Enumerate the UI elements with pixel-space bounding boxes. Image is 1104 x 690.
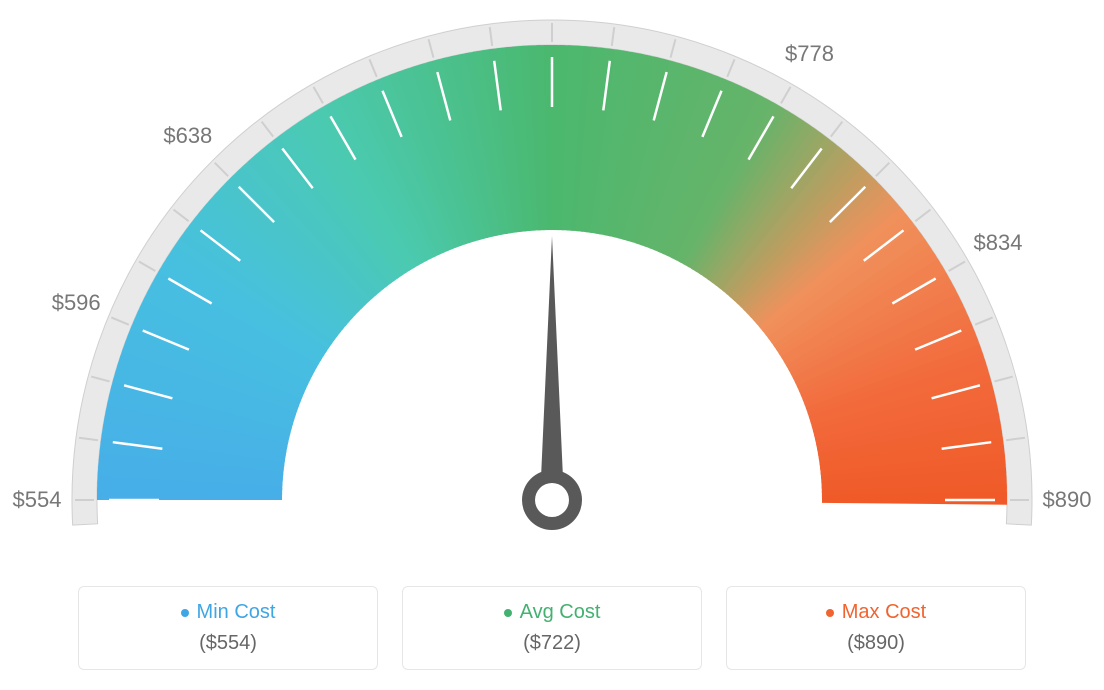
gauge-area: $554$596$638$722$778$834$890 (0, 0, 1104, 580)
gauge-tick-label: $834 (974, 230, 1023, 256)
legend-card-min: Min Cost ($554) (78, 586, 378, 670)
legend-label-avg: Avg Cost (520, 601, 601, 623)
legend-label-max: Max Cost (842, 601, 926, 623)
gauge-chart-container: $554$596$638$722$778$834$890 Min Cost ($… (0, 0, 1104, 690)
legend-card-max: Max Cost ($890) (726, 586, 1026, 670)
gauge-tick-label: $554 (13, 487, 62, 513)
legend-bullet-min (181, 609, 189, 617)
gauge-tick-label: $596 (52, 290, 101, 316)
legend-bullet-avg (504, 609, 512, 617)
legend-title-max: Max Cost (745, 601, 1007, 624)
gauge-tick-label: $638 (163, 123, 212, 149)
gauge-tick-label: $890 (1043, 487, 1092, 513)
legend-row: Min Cost ($554) Avg Cost ($722) Max Cost… (0, 586, 1104, 670)
legend-value-max: ($890) (745, 632, 1007, 655)
legend-title-avg: Avg Cost (421, 601, 683, 624)
legend-title-min: Min Cost (97, 601, 359, 624)
legend-bullet-max (826, 609, 834, 617)
gauge-tick-label: $778 (785, 41, 834, 67)
legend-card-avg: Avg Cost ($722) (402, 586, 702, 670)
gauge-svg (0, 0, 1104, 580)
legend-value-avg: ($722) (421, 632, 683, 655)
legend-value-min: ($554) (97, 632, 359, 655)
legend-label-min: Min Cost (197, 601, 276, 623)
